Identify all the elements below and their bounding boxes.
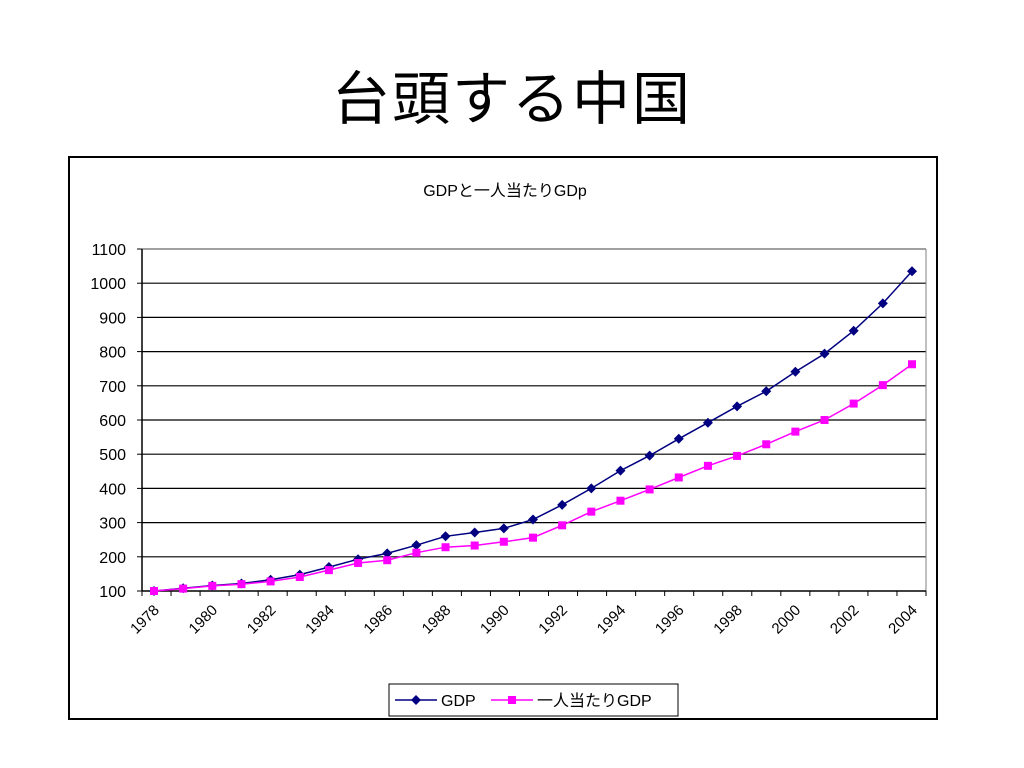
slide-title: 台頭する中国 xyxy=(331,65,692,133)
x-tick-label: 1980 xyxy=(186,602,222,638)
x-tick-label: 1994 xyxy=(594,602,630,638)
x-tick-label: 1978 xyxy=(127,602,163,638)
gdp-point xyxy=(790,366,801,377)
plot-area: 100 200 300 400 500 600 700 800 900 1000 1100 1978 1… xyxy=(90,242,927,638)
per-capita-gdp-point xyxy=(324,566,333,575)
gdp-point xyxy=(732,401,743,412)
chart-legend: GDP 一人当たりGDP xyxy=(388,683,679,717)
gdp-point xyxy=(586,483,597,494)
y-tick-label: 100 xyxy=(99,584,126,601)
per-capita-gdp-point xyxy=(499,537,508,546)
legend-box xyxy=(388,683,679,717)
per-capita-gdp-point xyxy=(587,507,596,516)
y-tick-label: 1100 xyxy=(92,242,127,259)
per-capita-gdp-point xyxy=(412,548,421,557)
y-tick-label: 1000 xyxy=(90,276,126,293)
per-capita-gdp-point xyxy=(529,533,537,542)
y-tick-label: 600 xyxy=(99,413,126,430)
legend-marker-square xyxy=(508,696,516,704)
per-capita-gdp-point xyxy=(733,451,742,460)
chart-frame xyxy=(68,156,938,720)
per-capita-gdp-point xyxy=(908,360,916,369)
gdp-point xyxy=(848,325,859,336)
per-capita-gdp-point xyxy=(558,521,567,530)
per-capita-gdp-point xyxy=(820,416,829,424)
gdp-point xyxy=(877,298,888,309)
per-capita-gdp-point xyxy=(645,485,654,494)
per-capita-gdp-point xyxy=(878,381,887,390)
legend-label: 一人当たりGDP xyxy=(537,692,652,710)
gdp-point xyxy=(819,348,830,359)
per-capita-gdp-point xyxy=(354,558,363,567)
per-capita-gdp-point xyxy=(849,399,858,408)
y-tick-label: 200 xyxy=(99,550,126,567)
x-tick-label: 1988 xyxy=(419,602,455,638)
x-tick-label: 1998 xyxy=(710,602,746,638)
gdp-point xyxy=(557,499,568,510)
per-capita-gdp-point xyxy=(703,461,712,470)
per-capita-gdp-point xyxy=(295,572,304,581)
per-capita-gdp-point xyxy=(266,577,275,586)
x-tick-label: 2000 xyxy=(769,602,805,638)
per-capita-gdp-point xyxy=(383,556,392,565)
y-tick-label: 900 xyxy=(99,310,126,327)
x-tick-label: 2004 xyxy=(885,602,921,638)
gdp-point xyxy=(644,450,655,461)
chart-title: GDPと一人当たりGDp xyxy=(423,182,587,200)
per-capita-gdp-point xyxy=(150,587,158,595)
gdp-point xyxy=(673,433,684,444)
gdp-point xyxy=(440,531,451,542)
x-tick-label: 1986 xyxy=(360,602,396,638)
gdp-point xyxy=(761,386,772,397)
per-capita-gdp-point xyxy=(674,473,683,482)
gdp-point xyxy=(702,417,713,428)
x-tick-label: 1982 xyxy=(244,602,280,638)
per-capita-gdp-point xyxy=(441,543,450,552)
per-capita-gdp-point xyxy=(791,427,800,436)
gdp-point xyxy=(382,548,393,559)
gdp-point xyxy=(528,514,538,525)
x-tick-label: 1984 xyxy=(302,602,338,638)
x-tick-label: 2002 xyxy=(827,602,863,638)
gdp-point xyxy=(907,266,917,277)
per-capita-gdp-point xyxy=(208,581,217,590)
per-capita-gdp-point xyxy=(616,496,625,505)
per-capita-gdp-point xyxy=(470,541,479,550)
y-tick-label: 300 xyxy=(99,516,126,533)
x-tick-label: 1992 xyxy=(535,602,571,638)
per-capita-gdp-point xyxy=(762,440,771,449)
per-capita-gdp-point xyxy=(237,580,246,589)
y-tick-label: 700 xyxy=(99,379,126,396)
gdp-point xyxy=(498,523,509,534)
gdp-point xyxy=(615,465,626,476)
y-tick-label: 500 xyxy=(99,447,126,464)
y-tick-label: 400 xyxy=(99,481,126,498)
per-capita-gdp-point xyxy=(179,584,188,593)
x-tick-label: 1996 xyxy=(652,602,688,638)
legend-label: GDP xyxy=(441,693,476,710)
y-tick-label: 800 xyxy=(99,345,126,362)
legend-marker-diamond xyxy=(411,695,421,705)
gdp-point xyxy=(411,540,422,551)
gdp-point xyxy=(469,527,480,538)
x-tick-label: 1990 xyxy=(477,602,513,638)
